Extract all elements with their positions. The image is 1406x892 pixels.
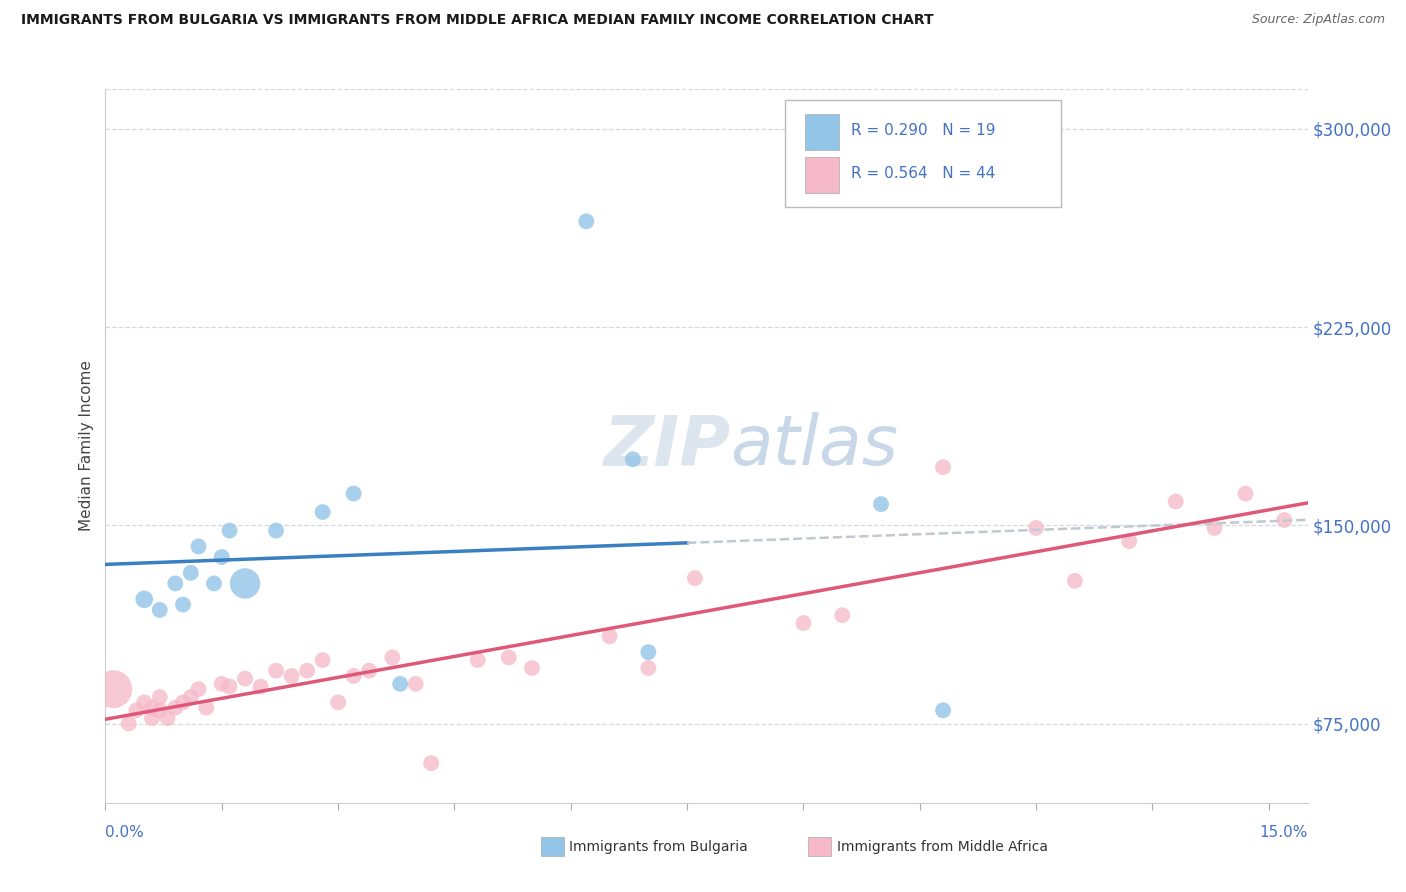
Text: IMMIGRANTS FROM BULGARIA VS IMMIGRANTS FROM MIDDLE AFRICA MEDIAN FAMILY INCOME C: IMMIGRANTS FROM BULGARIA VS IMMIGRANTS F… — [21, 13, 934, 28]
Y-axis label: Median Family Income: Median Family Income — [79, 360, 94, 532]
Point — [280, 669, 302, 683]
Point — [520, 661, 543, 675]
Point — [211, 549, 233, 564]
Point — [311, 505, 333, 519]
Point — [870, 497, 893, 511]
Point — [134, 695, 156, 709]
Text: 0.0%: 0.0% — [105, 825, 145, 840]
Point — [295, 664, 318, 678]
Point — [405, 677, 427, 691]
Point — [1204, 521, 1226, 535]
Point — [498, 650, 520, 665]
Bar — [806, 114, 839, 150]
Point — [180, 690, 202, 704]
Point — [172, 695, 194, 709]
Point — [637, 661, 659, 675]
Point — [233, 672, 256, 686]
Text: ZIP: ZIP — [603, 412, 731, 480]
Point — [172, 598, 194, 612]
Point — [118, 716, 141, 731]
Text: Source: ZipAtlas.com: Source: ZipAtlas.com — [1251, 13, 1385, 27]
Point — [149, 690, 172, 704]
Text: R = 0.564   N = 44: R = 0.564 N = 44 — [851, 166, 995, 181]
Point — [195, 700, 218, 714]
Point — [218, 680, 240, 694]
Point — [103, 682, 125, 697]
Point — [1064, 574, 1087, 588]
Point — [249, 680, 271, 694]
Point — [149, 603, 172, 617]
Point — [149, 703, 172, 717]
Point — [932, 460, 955, 475]
Point — [1118, 534, 1140, 549]
Text: atlas: atlas — [731, 412, 898, 480]
Point — [621, 452, 644, 467]
FancyBboxPatch shape — [785, 100, 1062, 207]
Point — [831, 608, 853, 623]
Point — [683, 571, 706, 585]
Point — [599, 629, 621, 643]
Point — [134, 592, 156, 607]
Point — [125, 703, 148, 717]
Point — [389, 677, 412, 691]
Point — [637, 645, 659, 659]
Point — [326, 695, 349, 709]
Point — [343, 669, 366, 683]
Text: R = 0.290   N = 19: R = 0.290 N = 19 — [851, 123, 995, 138]
Point — [165, 576, 187, 591]
Point — [1164, 494, 1187, 508]
Point — [264, 524, 287, 538]
Point — [420, 756, 443, 771]
Point — [932, 703, 955, 717]
Point — [264, 664, 287, 678]
Point — [575, 214, 598, 228]
Point — [165, 700, 187, 714]
Point — [359, 664, 381, 678]
Point — [233, 576, 256, 591]
Point — [311, 653, 333, 667]
Point — [792, 616, 814, 631]
Point — [381, 650, 404, 665]
Point — [156, 711, 179, 725]
Bar — [806, 157, 839, 193]
Point — [187, 540, 209, 554]
Point — [343, 486, 366, 500]
Point — [211, 677, 233, 691]
Text: Immigrants from Middle Africa: Immigrants from Middle Africa — [837, 839, 1047, 854]
Point — [202, 576, 225, 591]
Text: Immigrants from Bulgaria: Immigrants from Bulgaria — [569, 839, 748, 854]
Point — [141, 711, 163, 725]
Point — [1025, 521, 1047, 535]
Point — [141, 700, 163, 714]
Text: 15.0%: 15.0% — [1260, 825, 1308, 840]
Point — [187, 682, 209, 697]
Point — [218, 524, 240, 538]
Point — [467, 653, 489, 667]
Point — [1272, 513, 1295, 527]
Point — [1234, 486, 1257, 500]
Point — [180, 566, 202, 580]
